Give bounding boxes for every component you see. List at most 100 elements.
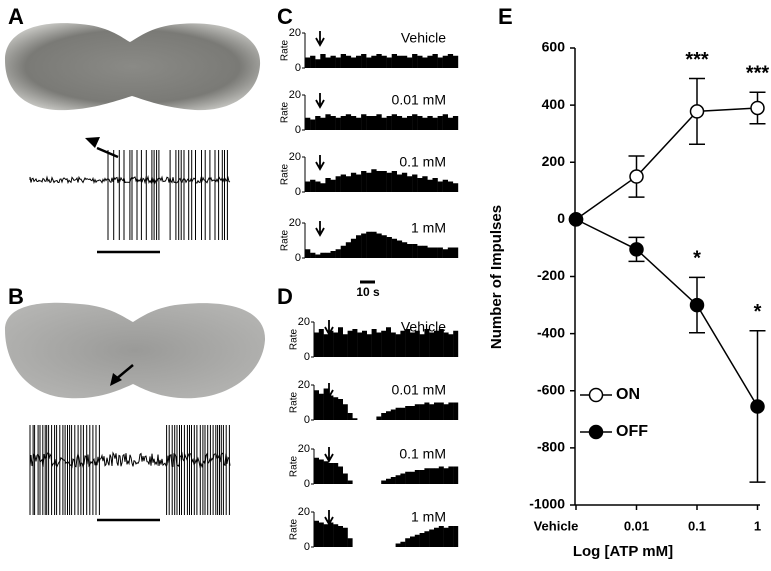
histogram-bar [310, 55, 316, 68]
histogram-bar [318, 522, 324, 547]
condition-label: Vehicle [401, 319, 446, 335]
data-point [629, 242, 644, 257]
histogram-bar [356, 55, 362, 68]
histogram-bar [396, 240, 403, 258]
histogram-bar [330, 251, 336, 258]
histogram-bar [376, 416, 382, 420]
histogram-bar [335, 249, 341, 258]
histogram-bar [356, 117, 362, 130]
histogram-bar [448, 466, 454, 484]
histogram-bar [452, 116, 459, 130]
histogram-bar [323, 524, 329, 547]
y-tick-label: -400 [537, 324, 565, 340]
y-tick-label: 20 [298, 316, 310, 328]
histogram-bar [361, 54, 367, 68]
histogram-bar [352, 329, 358, 357]
histogram-bar [376, 54, 382, 68]
histogram-bar [396, 116, 403, 130]
panel-label: A [8, 4, 24, 29]
y-tick-label: 20 [289, 217, 301, 229]
histogram-bar [328, 330, 334, 357]
histogram-bar [391, 54, 397, 68]
histogram-bar [315, 254, 321, 258]
histogram-bar [386, 57, 392, 68]
histogram-bar [434, 468, 439, 484]
histogram-bar [305, 117, 311, 130]
histogram-bar [422, 176, 428, 192]
y-axis-label: Rate [289, 392, 300, 414]
legend-marker [588, 424, 604, 440]
histogram-bar [405, 406, 411, 420]
significance: *** [685, 49, 709, 71]
histogram-bar [305, 249, 311, 258]
histogram-bar [320, 117, 326, 130]
histogram-bar [361, 114, 367, 130]
histogram-bar [442, 249, 448, 258]
y-axis-label: Rate [289, 329, 300, 351]
histogram-bar [396, 55, 403, 68]
histogram-bar [390, 332, 396, 357]
histogram-bar [391, 171, 397, 192]
histogram-bar [325, 178, 331, 192]
histogram-bar [376, 332, 382, 357]
histogram-bar [330, 116, 336, 130]
histogram-bar [335, 117, 341, 130]
histogram-bar [338, 526, 343, 547]
y-tick-label: 200 [542, 153, 566, 169]
histogram-bar [434, 402, 439, 420]
y-tick-label: 20 [298, 506, 310, 518]
site-arrow-head [110, 373, 122, 386]
y-tick-label: 20 [298, 379, 310, 391]
histogram-bar [320, 54, 326, 68]
histogram-bar [386, 478, 391, 484]
histogram-bar [342, 404, 348, 420]
histogram-bar [305, 181, 311, 192]
histogram-bar [424, 402, 430, 420]
histogram-bar [350, 238, 357, 258]
histogram-bar [361, 171, 367, 192]
histogram-bar [350, 116, 357, 130]
histogram-bar [410, 406, 415, 420]
histogram-bar [381, 330, 387, 357]
histogram-bar [347, 480, 353, 484]
histogram-bar [424, 468, 430, 484]
histogram-bar [434, 330, 439, 357]
histogram-bar [447, 117, 454, 130]
histogram-bar [447, 54, 454, 68]
histogram-bar [333, 463, 339, 484]
histogram-bar [325, 252, 331, 258]
histogram-bar [342, 334, 348, 357]
histogram-bar [400, 473, 406, 484]
spikes [107, 150, 228, 240]
histogram-bar [335, 176, 341, 192]
histogram-bar [417, 55, 423, 68]
site-arrow-head [85, 137, 100, 148]
y-tick-label: 20 [298, 443, 310, 455]
brain-slice-b [5, 302, 266, 399]
histogram-bar [417, 245, 423, 258]
y-tick-label: -1000 [529, 496, 565, 512]
condition-label: 0.1 mM [399, 446, 446, 462]
histogram-bar [437, 116, 443, 130]
histogram-bar [371, 231, 377, 258]
histogram-bar [437, 57, 443, 68]
histogram-bar [381, 171, 387, 192]
histogram-bar [443, 527, 449, 547]
histogram-bar [429, 332, 435, 357]
histogram-bar [401, 242, 408, 258]
histogram-bar [437, 247, 443, 258]
histogram-bar [419, 334, 425, 357]
histogram-bar [412, 174, 418, 192]
histogram-bar [434, 527, 439, 547]
histogram-bar [405, 471, 411, 484]
histogram-bar [400, 407, 406, 420]
histogram-bar [366, 116, 372, 130]
y-tick-label: 20 [289, 89, 301, 101]
histogram-bar [362, 330, 367, 357]
y-tick-label: 0 [304, 541, 310, 553]
histogram-bar [347, 330, 353, 357]
histogram-bar [381, 55, 387, 68]
y-axis-label: Rate [280, 102, 291, 124]
histogram-bar [407, 57, 413, 68]
